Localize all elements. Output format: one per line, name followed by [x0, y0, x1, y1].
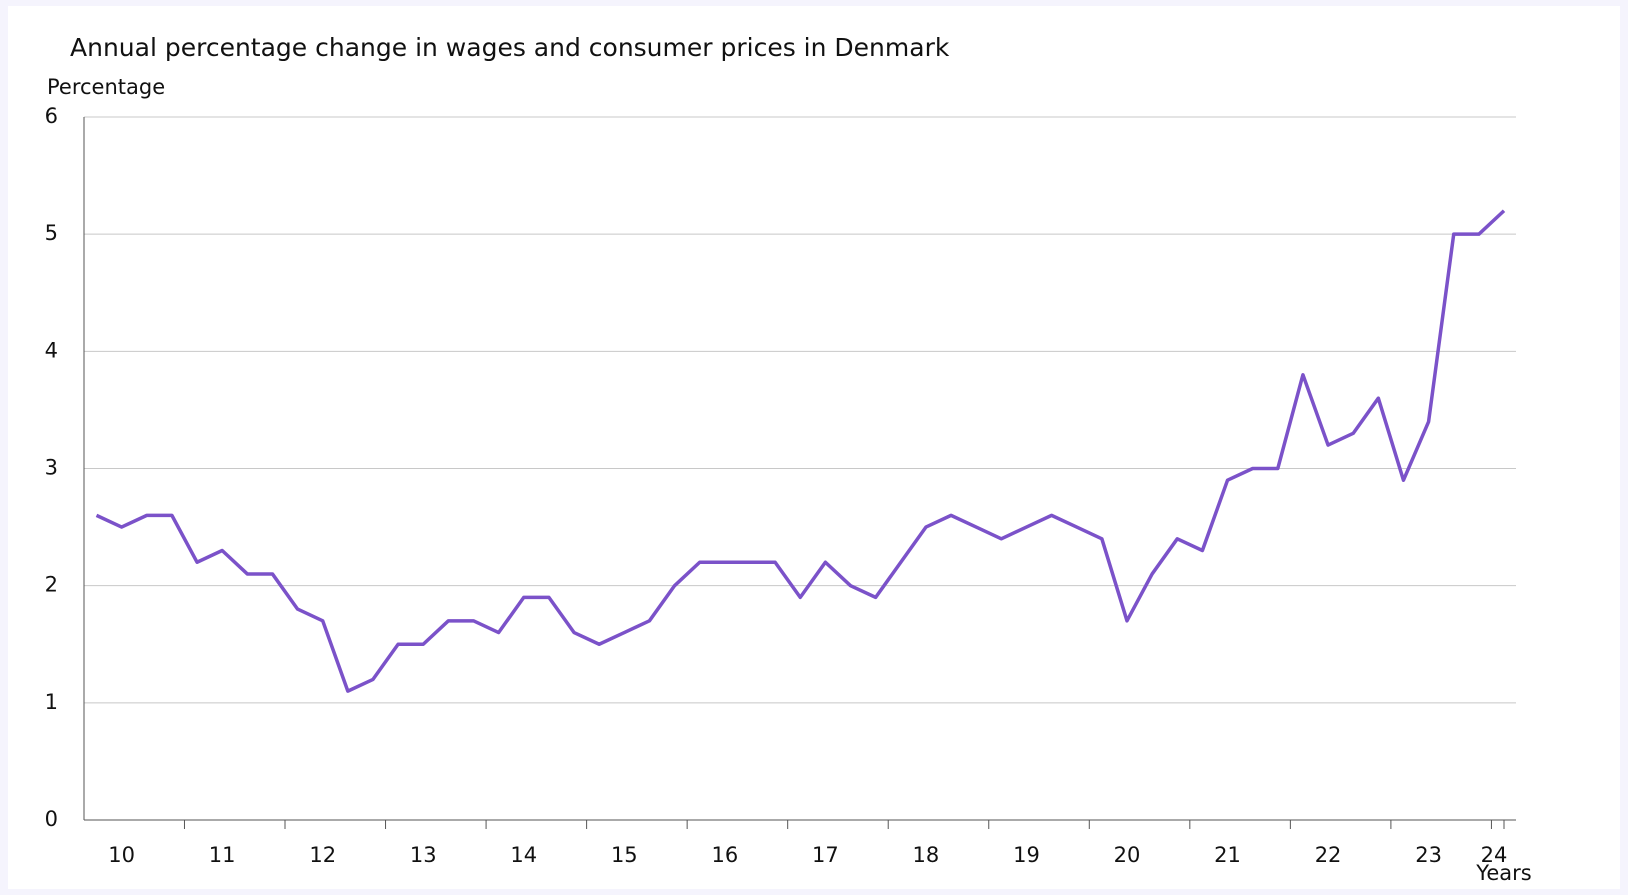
y-tick-label: 5 — [45, 221, 58, 245]
x-axis-label: Years — [1475, 861, 1531, 885]
y-tick-label: 1 — [45, 690, 58, 714]
x-tick-label: 12 — [309, 843, 336, 867]
line-series — [95, 209, 1506, 693]
x-tick-label: 18 — [913, 843, 940, 867]
chart-title: Annual percentage change in wages and co… — [70, 33, 950, 62]
x-tick-label: 11 — [209, 843, 236, 867]
y-tick-label: 0 — [45, 807, 58, 831]
x-tick-label: 13 — [410, 843, 437, 867]
y-tick-label: 2 — [45, 573, 58, 597]
y-tick-label: 3 — [45, 456, 58, 480]
x-tick-label: 19 — [1013, 843, 1040, 867]
y-tick-label: 6 — [45, 104, 58, 128]
x-tick-label: 17 — [812, 843, 839, 867]
x-tick-label: 23 — [1415, 843, 1442, 867]
x-tick-label: 24 — [1481, 843, 1508, 867]
background — [8, 6, 1620, 889]
x-tick-label: 22 — [1315, 843, 1342, 867]
x-tick-label: 21 — [1214, 843, 1241, 867]
x-tick-label: 16 — [711, 843, 738, 867]
x-tick-label: 14 — [510, 843, 537, 867]
y-tick-label: 4 — [45, 338, 58, 362]
x-tick-label: 10 — [108, 843, 135, 867]
x-tick-label: 15 — [611, 843, 638, 867]
y-axis-label: Percentage — [47, 75, 165, 99]
x-tick-label: 20 — [1114, 843, 1141, 867]
